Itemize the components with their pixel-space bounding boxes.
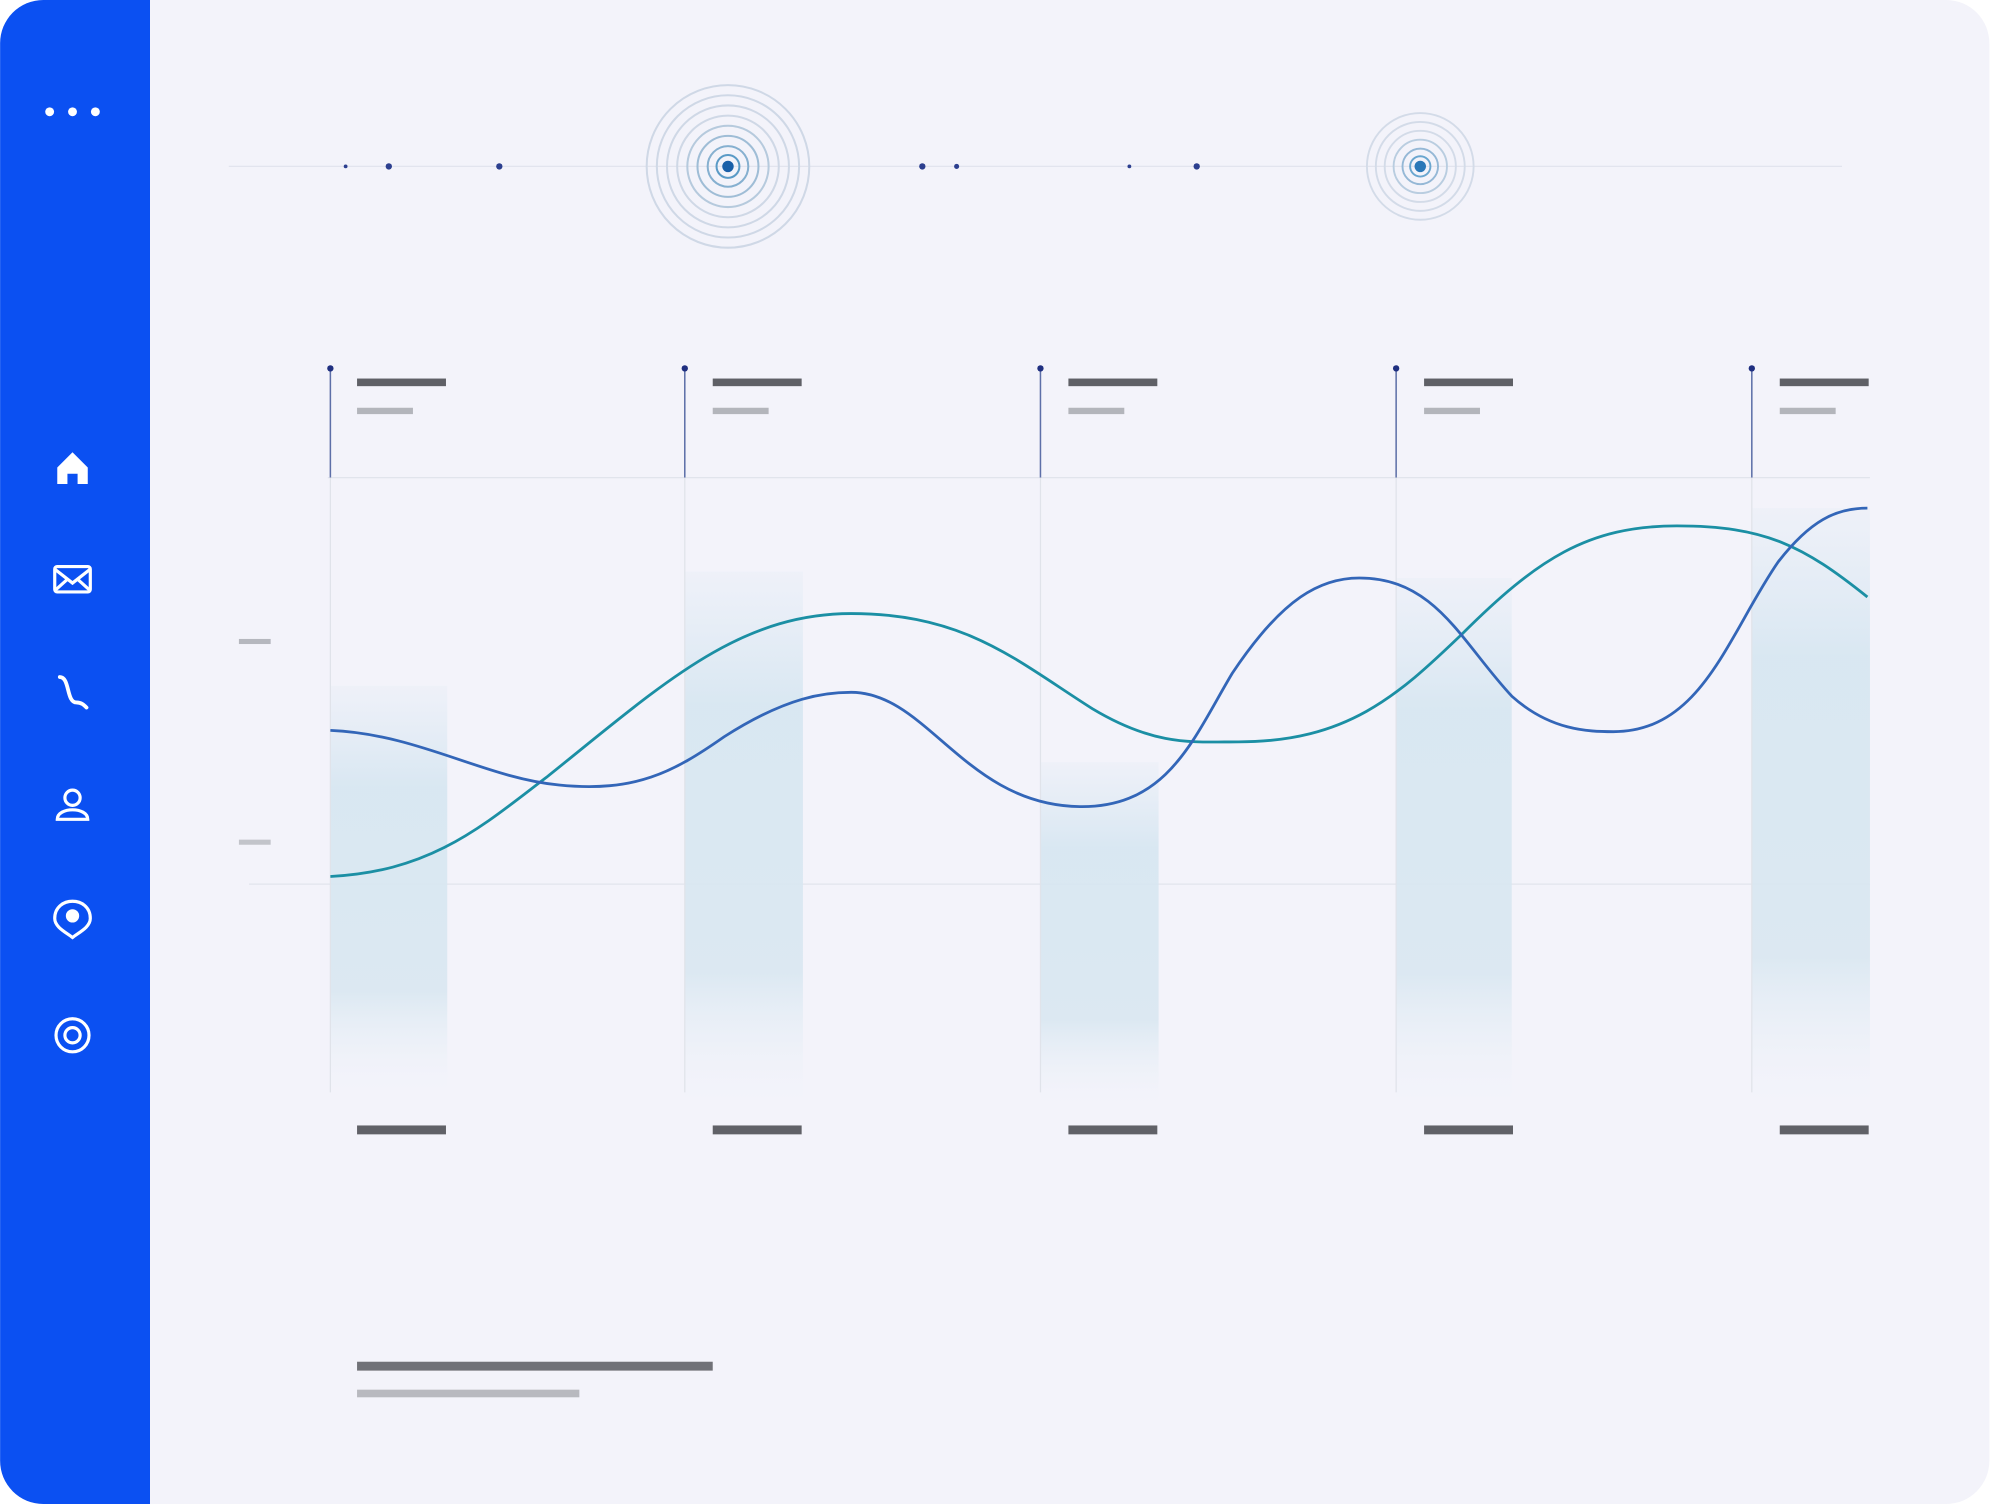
mail-body (53, 564, 92, 594)
label-placeholder (1779, 378, 1869, 387)
dot (385, 163, 392, 170)
sublabel-placeholder (712, 407, 769, 415)
dot (45, 107, 55, 117)
column-markers (327, 365, 1869, 1135)
dot (919, 163, 926, 170)
axis-label-placeholder (1424, 1125, 1513, 1135)
center (722, 160, 734, 173)
dot (1127, 164, 1132, 169)
ring (1401, 147, 1440, 186)
ring (1392, 138, 1448, 195)
sidebar (0, 0, 150, 1504)
caption-sub-placeholder (357, 1389, 580, 1398)
marker-dot (1037, 365, 1044, 372)
marker-dot (1392, 365, 1400, 372)
user-icon[interactable] (55, 788, 90, 821)
dot (954, 163, 960, 169)
marker-dot (327, 365, 334, 372)
column-band (330, 685, 448, 1093)
label-placeholder (1068, 378, 1158, 387)
gear-hub (63, 1026, 82, 1045)
dot (1193, 163, 1200, 170)
y-label-placeholder (238, 638, 271, 645)
ring (686, 124, 770, 209)
pulse-small (1365, 112, 1475, 221)
ring (655, 94, 801, 239)
y-label-placeholder (238, 839, 271, 845)
location-icon[interactable] (53, 899, 92, 940)
ring (1383, 129, 1457, 203)
pin-center (65, 909, 80, 923)
ring (645, 84, 811, 249)
mail-icon[interactable] (53, 564, 92, 594)
ring (1409, 155, 1432, 178)
ring (696, 134, 760, 198)
axis-label-placeholder (1068, 1125, 1158, 1135)
column-band (1396, 577, 1512, 1106)
ring (1365, 112, 1475, 221)
marker-dot (681, 365, 688, 372)
sublabel-placeholder (1068, 407, 1125, 415)
dot (68, 107, 77, 117)
user-body (55, 808, 90, 821)
mail-flap (53, 567, 92, 592)
column-marker (681, 365, 802, 1135)
pulse-large (645, 84, 811, 249)
menu-dots[interactable] (45, 107, 100, 117)
column-marker (1392, 365, 1513, 1135)
center (1414, 160, 1426, 173)
column-band (1040, 762, 1159, 1106)
column-marker (1748, 365, 1869, 1135)
dot (496, 163, 503, 170)
route-icon[interactable] (57, 675, 89, 710)
column-band (1751, 508, 1870, 1106)
axis-label-placeholder (1779, 1125, 1869, 1135)
dot (90, 107, 100, 117)
user-head (63, 788, 82, 807)
sublabel-placeholder (1424, 407, 1480, 415)
sublabel-placeholder (1779, 407, 1836, 415)
marker-dot (1748, 365, 1755, 372)
column-marker (327, 365, 446, 1135)
label-placeholder (712, 378, 802, 387)
home-icon[interactable] (57, 452, 88, 484)
column-band (684, 571, 803, 1106)
timeline-dots (343, 163, 1200, 170)
caption-placeholder (357, 1361, 713, 1371)
ring (665, 104, 790, 229)
label-placeholder (1424, 378, 1513, 387)
blue-curve (330, 506, 1868, 809)
pin (53, 899, 92, 940)
ring (715, 153, 741, 179)
sublabel-placeholder (357, 407, 413, 415)
gear-ring (54, 1017, 91, 1054)
column-marker (1037, 365, 1158, 1135)
ring (706, 145, 750, 188)
label-placeholder (357, 378, 446, 387)
teal-curve (330, 524, 1869, 878)
ring (1374, 120, 1466, 212)
axis-label-placeholder (712, 1125, 802, 1135)
dot (343, 164, 348, 169)
ring (676, 114, 780, 219)
axis-label-placeholder (357, 1125, 446, 1135)
settings-icon[interactable] (54, 1017, 91, 1054)
